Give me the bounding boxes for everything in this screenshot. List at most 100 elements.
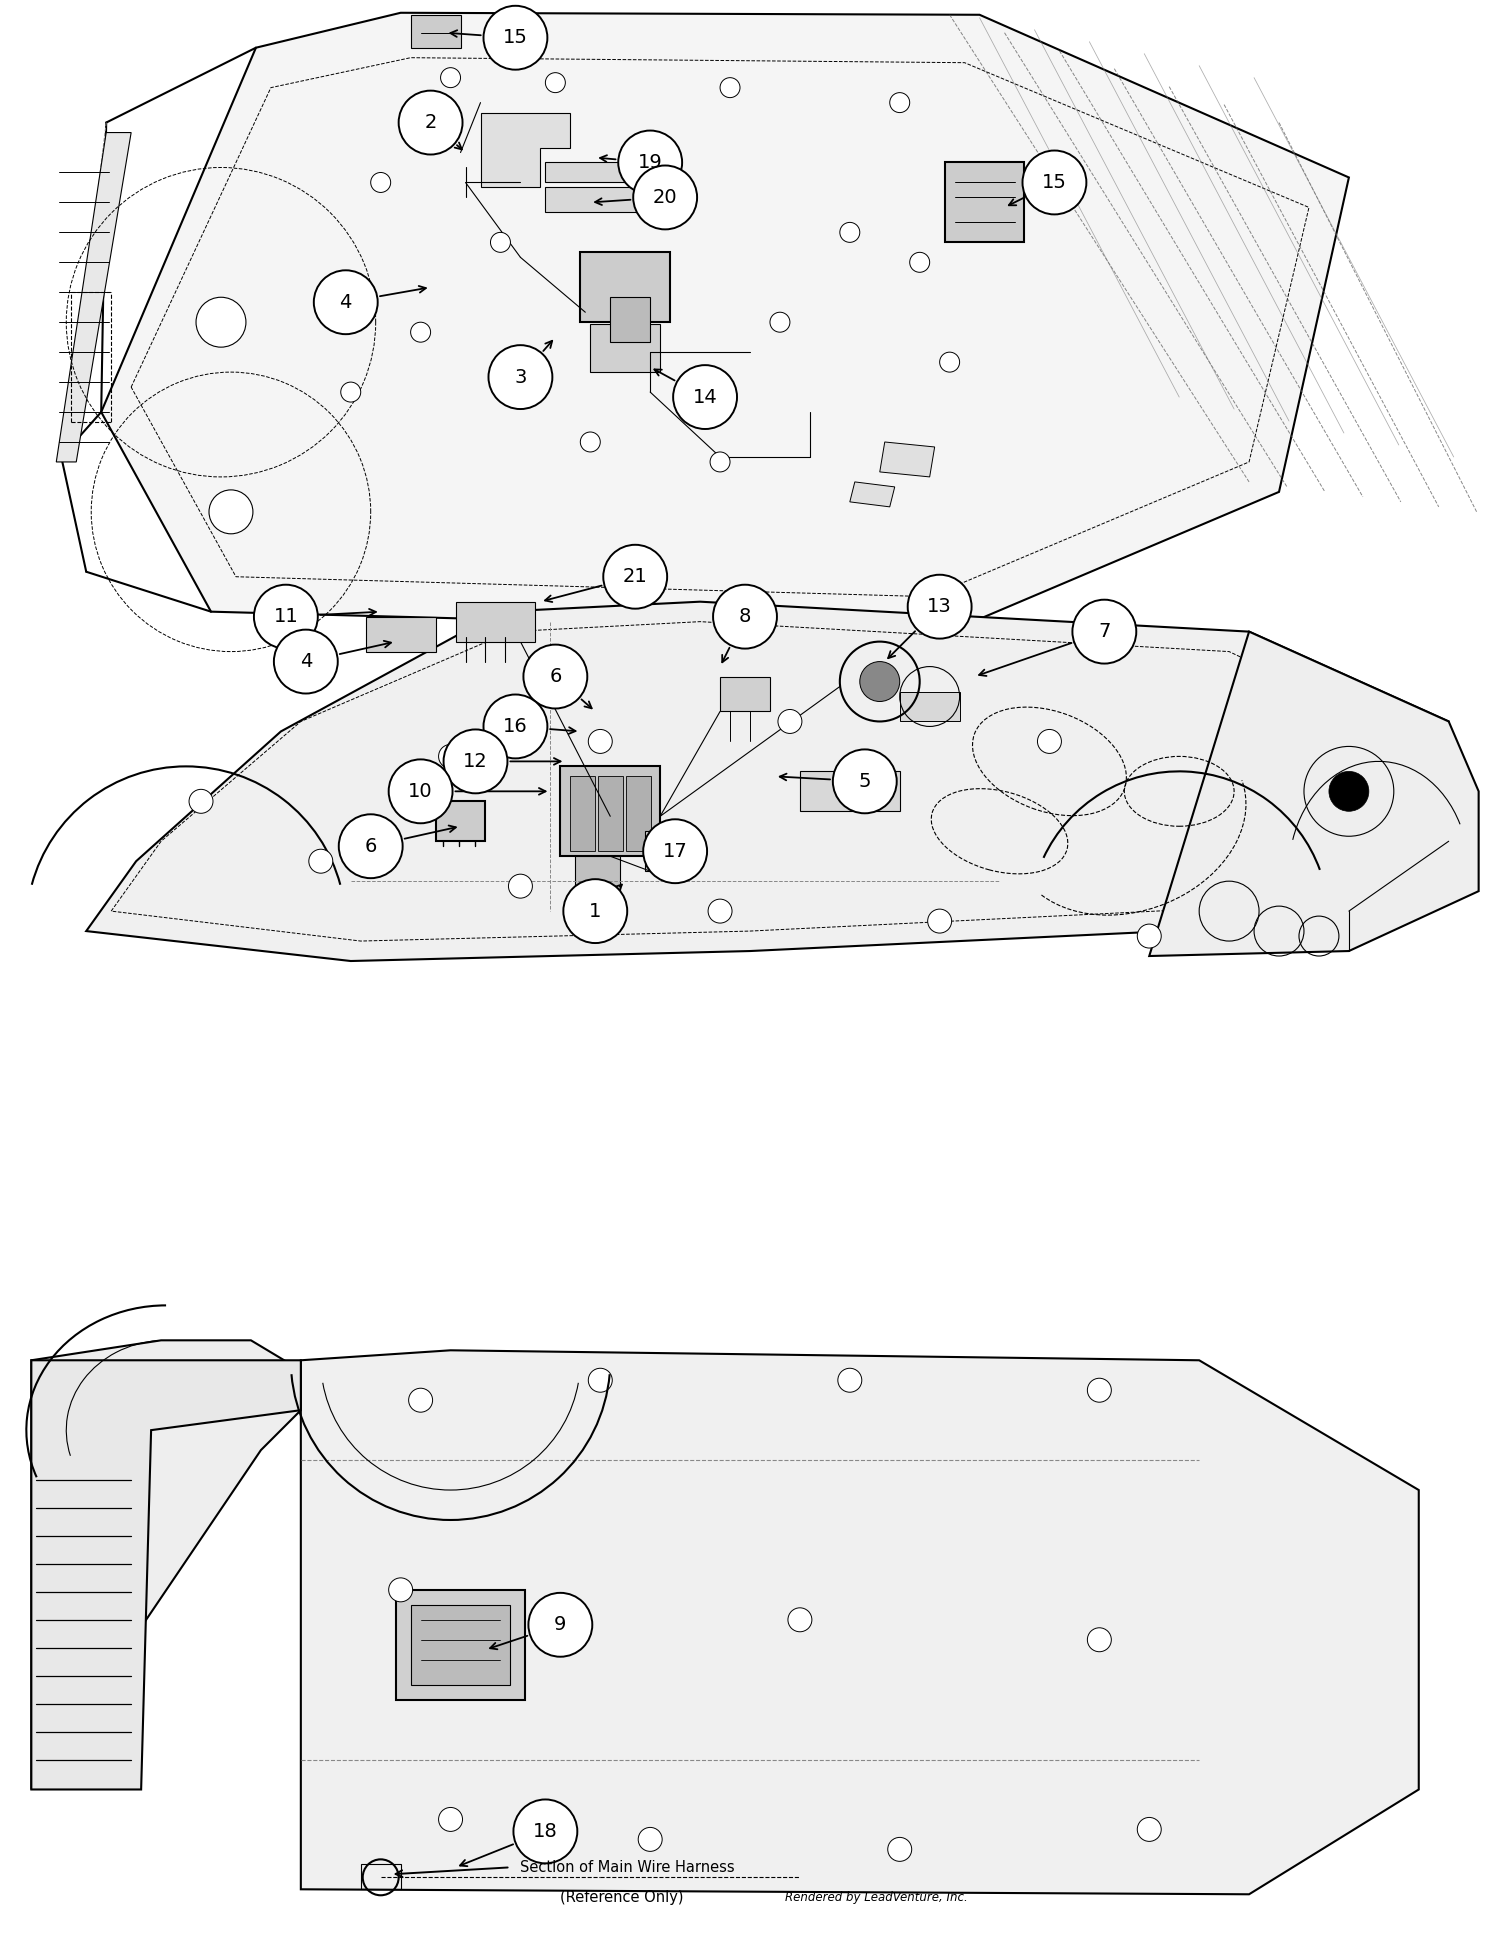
Text: 18: 18 bbox=[532, 1823, 558, 1840]
Text: (Reference Only): (Reference Only) bbox=[561, 1891, 684, 1904]
Circle shape bbox=[254, 584, 318, 648]
Circle shape bbox=[839, 1368, 862, 1392]
Circle shape bbox=[909, 252, 930, 272]
Polygon shape bbox=[645, 831, 694, 872]
Text: 6: 6 bbox=[549, 668, 561, 685]
Circle shape bbox=[340, 382, 360, 402]
Text: 3: 3 bbox=[514, 367, 526, 386]
Circle shape bbox=[708, 899, 732, 924]
Circle shape bbox=[833, 749, 897, 813]
Circle shape bbox=[778, 710, 802, 734]
Polygon shape bbox=[456, 602, 536, 642]
Text: 12: 12 bbox=[464, 751, 488, 771]
Circle shape bbox=[444, 730, 507, 794]
Circle shape bbox=[314, 270, 378, 334]
Polygon shape bbox=[561, 767, 660, 856]
Circle shape bbox=[888, 1838, 912, 1861]
Polygon shape bbox=[100, 14, 1348, 631]
Polygon shape bbox=[302, 1351, 1419, 1894]
Polygon shape bbox=[570, 776, 596, 852]
Text: 4: 4 bbox=[339, 293, 352, 313]
Circle shape bbox=[618, 130, 682, 194]
Circle shape bbox=[1088, 1628, 1112, 1652]
Text: Section of Main Wire Harness: Section of Main Wire Harness bbox=[520, 1859, 735, 1875]
Circle shape bbox=[633, 165, 698, 229]
Polygon shape bbox=[32, 1341, 302, 1790]
Polygon shape bbox=[576, 856, 620, 897]
Circle shape bbox=[1072, 600, 1137, 664]
Polygon shape bbox=[720, 677, 770, 712]
Circle shape bbox=[274, 629, 338, 693]
Polygon shape bbox=[900, 691, 960, 722]
Polygon shape bbox=[480, 113, 570, 188]
Polygon shape bbox=[411, 1605, 510, 1685]
Circle shape bbox=[1329, 771, 1370, 811]
Circle shape bbox=[840, 223, 860, 243]
Circle shape bbox=[603, 545, 668, 609]
Polygon shape bbox=[850, 481, 894, 507]
Circle shape bbox=[483, 6, 548, 70]
Text: 6: 6 bbox=[364, 837, 376, 856]
Circle shape bbox=[588, 1368, 612, 1392]
Circle shape bbox=[528, 1594, 592, 1658]
Circle shape bbox=[339, 815, 402, 877]
Text: 15: 15 bbox=[503, 29, 528, 47]
Polygon shape bbox=[880, 443, 934, 477]
Circle shape bbox=[388, 1578, 412, 1601]
Text: 1: 1 bbox=[590, 903, 602, 920]
Text: Rendered by LeadVenture, Inc.: Rendered by LeadVenture, Inc. bbox=[784, 1891, 968, 1904]
Circle shape bbox=[720, 78, 740, 97]
Text: 4: 4 bbox=[300, 652, 312, 672]
Polygon shape bbox=[610, 297, 650, 342]
Text: 2: 2 bbox=[424, 113, 436, 132]
Circle shape bbox=[1023, 151, 1086, 214]
Circle shape bbox=[580, 433, 600, 452]
Text: 10: 10 bbox=[408, 782, 434, 802]
Text: 19: 19 bbox=[638, 153, 663, 173]
Polygon shape bbox=[800, 771, 900, 811]
Circle shape bbox=[438, 745, 462, 769]
Circle shape bbox=[411, 322, 430, 342]
Polygon shape bbox=[86, 602, 1449, 961]
Circle shape bbox=[890, 93, 909, 113]
Circle shape bbox=[399, 91, 462, 155]
Circle shape bbox=[513, 1799, 578, 1863]
Circle shape bbox=[1137, 924, 1161, 947]
Circle shape bbox=[927, 908, 951, 934]
Circle shape bbox=[644, 819, 706, 883]
Circle shape bbox=[770, 313, 790, 332]
Circle shape bbox=[408, 1388, 432, 1413]
Circle shape bbox=[908, 575, 972, 639]
Circle shape bbox=[546, 72, 566, 93]
Polygon shape bbox=[32, 1361, 302, 1790]
Circle shape bbox=[370, 173, 390, 192]
Circle shape bbox=[710, 452, 730, 472]
Text: 7: 7 bbox=[1098, 623, 1110, 641]
Circle shape bbox=[588, 730, 612, 753]
Text: 17: 17 bbox=[663, 842, 687, 860]
Polygon shape bbox=[591, 324, 660, 373]
Polygon shape bbox=[411, 16, 460, 49]
Circle shape bbox=[309, 850, 333, 873]
Polygon shape bbox=[546, 163, 680, 182]
Polygon shape bbox=[945, 163, 1024, 243]
Polygon shape bbox=[626, 776, 651, 852]
Circle shape bbox=[388, 759, 453, 823]
Text: 14: 14 bbox=[693, 388, 717, 406]
Text: 8: 8 bbox=[740, 608, 752, 627]
Circle shape bbox=[438, 1807, 462, 1832]
Circle shape bbox=[788, 1607, 812, 1632]
Polygon shape bbox=[546, 188, 680, 212]
Circle shape bbox=[483, 695, 548, 759]
Polygon shape bbox=[580, 252, 670, 322]
Circle shape bbox=[209, 489, 254, 534]
Circle shape bbox=[564, 879, 627, 943]
Circle shape bbox=[196, 297, 246, 347]
Text: 21: 21 bbox=[622, 567, 648, 586]
Circle shape bbox=[189, 790, 213, 813]
Text: 9: 9 bbox=[554, 1615, 567, 1634]
Circle shape bbox=[674, 365, 736, 429]
Text: 15: 15 bbox=[1042, 173, 1066, 192]
Polygon shape bbox=[366, 617, 435, 652]
Polygon shape bbox=[396, 1590, 525, 1700]
